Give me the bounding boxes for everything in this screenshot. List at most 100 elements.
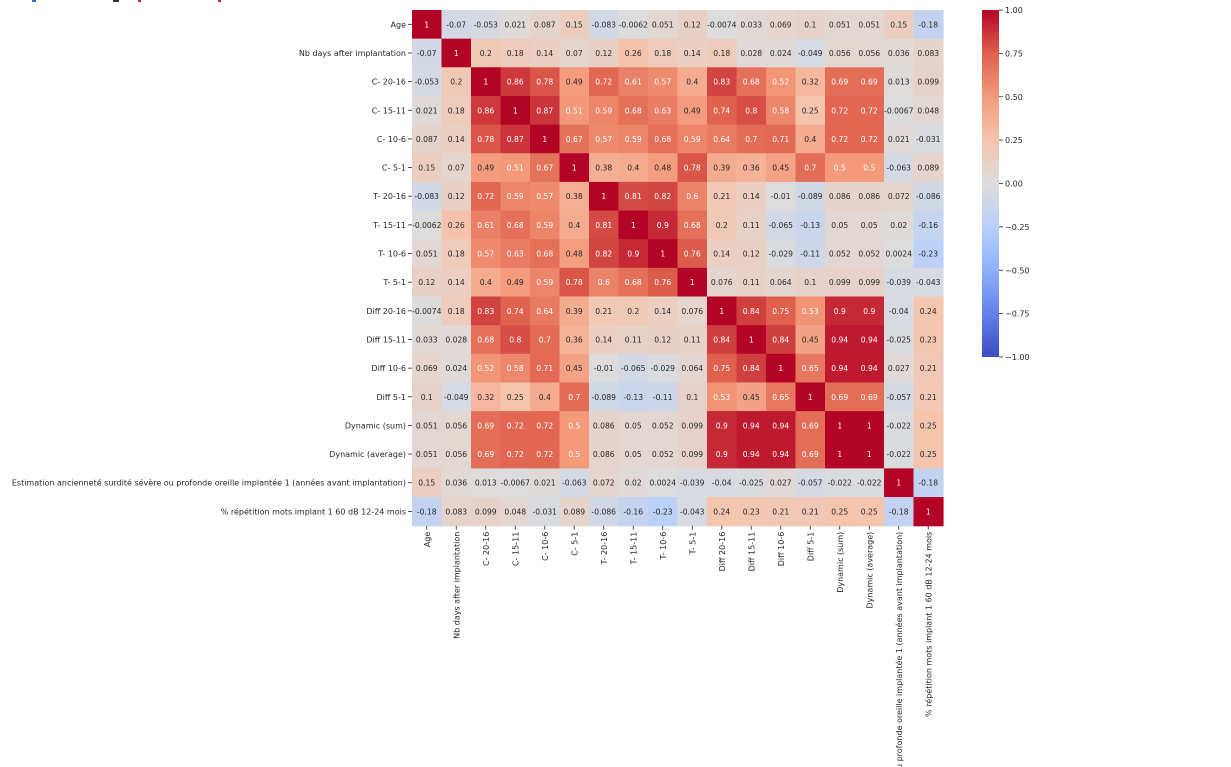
heatmap-cell bbox=[736, 153, 767, 183]
cell-value-label: 0.49 bbox=[684, 106, 701, 115]
cell-value-label: 0.013 bbox=[475, 479, 497, 488]
x-axis-tick-labels: Age Nb days after implantation C- 20-16 C- … bbox=[423, 525, 933, 767]
cell-value-label: 0.67 bbox=[536, 164, 553, 173]
cell-value-label: 0.87 bbox=[536, 106, 553, 115]
cell-value-label: -0.086 bbox=[592, 507, 617, 516]
colorbar-tick-label: 0.50 bbox=[1005, 93, 1023, 102]
cell-value-label: 0.72 bbox=[536, 421, 553, 430]
cell-value-label: 0.72 bbox=[831, 135, 848, 144]
cell-value-label: 1 bbox=[896, 479, 901, 488]
cell-value-label: 0.59 bbox=[684, 135, 701, 144]
cell-value-label: 1 bbox=[719, 307, 724, 316]
heatmap-cell bbox=[471, 497, 502, 527]
cell-value-label: 0.024 bbox=[445, 364, 467, 373]
heatmap-cell bbox=[736, 95, 767, 126]
cell-value-label: 0.036 bbox=[445, 479, 467, 488]
heatmap-cell bbox=[913, 95, 944, 126]
heatmap-cell bbox=[677, 497, 708, 527]
cell-value-label: 0.02 bbox=[890, 221, 907, 230]
cell-value-label: 0.11 bbox=[743, 221, 760, 230]
cell-value-label: 0.72 bbox=[477, 192, 494, 201]
cell-value-label: 0.4 bbox=[568, 221, 580, 230]
heatmap-cell bbox=[589, 124, 620, 154]
colorbar-tick-label: −1.00 bbox=[1005, 353, 1030, 362]
heatmap-cell bbox=[677, 153, 708, 183]
cell-value-label: 0.028 bbox=[740, 49, 762, 58]
heatmap-cell bbox=[736, 325, 767, 355]
heatmap-cell bbox=[913, 153, 944, 183]
cell-value-label: 0.72 bbox=[861, 106, 878, 115]
heatmap-cell bbox=[913, 10, 944, 40]
cell-value-label: 0.67 bbox=[566, 135, 583, 144]
heatmap-cell bbox=[559, 296, 590, 326]
cell-value-label: 0.099 bbox=[681, 450, 703, 459]
cell-value-label: 0.57 bbox=[595, 135, 612, 144]
cell-value-label: 0.12 bbox=[418, 278, 435, 287]
heatmap-cell bbox=[854, 38, 885, 68]
cell-value-label: 0.84 bbox=[772, 335, 789, 344]
heatmap-cell bbox=[559, 67, 590, 97]
heatmap-cell bbox=[884, 95, 915, 126]
cell-value-label: 0.64 bbox=[713, 135, 730, 144]
heatmap-cell bbox=[471, 239, 502, 269]
cell-value-label: -0.01 bbox=[771, 192, 791, 201]
heatmap-cell bbox=[766, 239, 797, 269]
heatmap-cell bbox=[441, 239, 472, 269]
heatmap-cell bbox=[884, 10, 915, 40]
cell-value-label: 0.11 bbox=[743, 278, 760, 287]
heatmap-cell bbox=[530, 325, 561, 355]
heatmap-cell bbox=[707, 153, 738, 183]
heatmap-cell bbox=[441, 353, 472, 384]
heatmap-cell bbox=[471, 210, 502, 240]
heatmap-cell bbox=[559, 95, 590, 126]
heatmap-cell bbox=[589, 468, 620, 498]
heatmap-cell bbox=[884, 382, 915, 412]
heatmap-cell bbox=[471, 67, 502, 97]
heatmap-cell bbox=[412, 239, 443, 269]
heatmap-cells: 1 -0.07 -0.053 0.021 0.087 0.15 -0.083 -0.0062 0… bbox=[412, 10, 944, 527]
cell-value-label: 0.076 bbox=[681, 307, 703, 316]
colorbar-tick-label: 0.00 bbox=[1005, 180, 1023, 189]
heatmap-cell bbox=[707, 124, 738, 154]
heatmap-cell bbox=[677, 124, 708, 154]
cell-value-label: 0.1 bbox=[686, 393, 698, 402]
cell-value-label: -0.01 bbox=[594, 364, 614, 373]
cell-value-label: 0.68 bbox=[625, 106, 642, 115]
cell-value-label: 0.39 bbox=[566, 307, 583, 316]
heatmap-cell bbox=[500, 325, 531, 355]
y-tick-label-c-20-16: C- 20-16 bbox=[372, 78, 406, 87]
heatmap-cell bbox=[500, 67, 531, 97]
heatmap-cell bbox=[884, 353, 915, 384]
heatmap-cell bbox=[412, 411, 443, 441]
cell-value-label: 0.056 bbox=[829, 49, 851, 58]
heatmap-cell bbox=[471, 382, 502, 412]
x-tick-label-dynamic-sum: Dynamic (sum) bbox=[836, 532, 845, 593]
cell-value-label: 0.68 bbox=[536, 250, 553, 259]
cell-value-label: -0.07 bbox=[446, 20, 466, 29]
y-tick-label-t-5-1: T- 5-1 bbox=[382, 278, 406, 287]
cell-value-label: 0.7 bbox=[804, 164, 816, 173]
heatmap-cell bbox=[618, 325, 649, 355]
cell-value-label: 0.086 bbox=[593, 450, 615, 459]
y-tick-label-t-10-6: T- 10-6 bbox=[377, 250, 406, 259]
cell-value-label: 0.59 bbox=[507, 192, 524, 201]
heatmap-cell bbox=[884, 38, 915, 68]
heatmap-cell bbox=[471, 38, 502, 68]
cell-value-label: 0.048 bbox=[917, 106, 939, 115]
heatmap-cell bbox=[500, 439, 531, 469]
heatmap-cell bbox=[471, 296, 502, 326]
cell-value-label: 0.028 bbox=[445, 335, 467, 344]
cell-value-label: -0.063 bbox=[562, 479, 587, 488]
heatmap-cell bbox=[441, 210, 472, 240]
cell-value-label: 0.069 bbox=[770, 20, 792, 29]
cell-value-label: 0.2 bbox=[480, 49, 492, 58]
cell-value-label: -0.049 bbox=[444, 393, 469, 402]
cell-value-label: 0.15 bbox=[890, 20, 907, 29]
heatmap-cell bbox=[707, 10, 738, 40]
cell-value-label: 0.65 bbox=[772, 393, 789, 402]
heatmap-cell bbox=[736, 38, 767, 68]
heatmap-cell bbox=[884, 181, 915, 212]
heatmap-cell bbox=[825, 382, 856, 412]
cell-value-label: 0.87 bbox=[507, 135, 524, 144]
heatmap-cell bbox=[736, 239, 767, 269]
